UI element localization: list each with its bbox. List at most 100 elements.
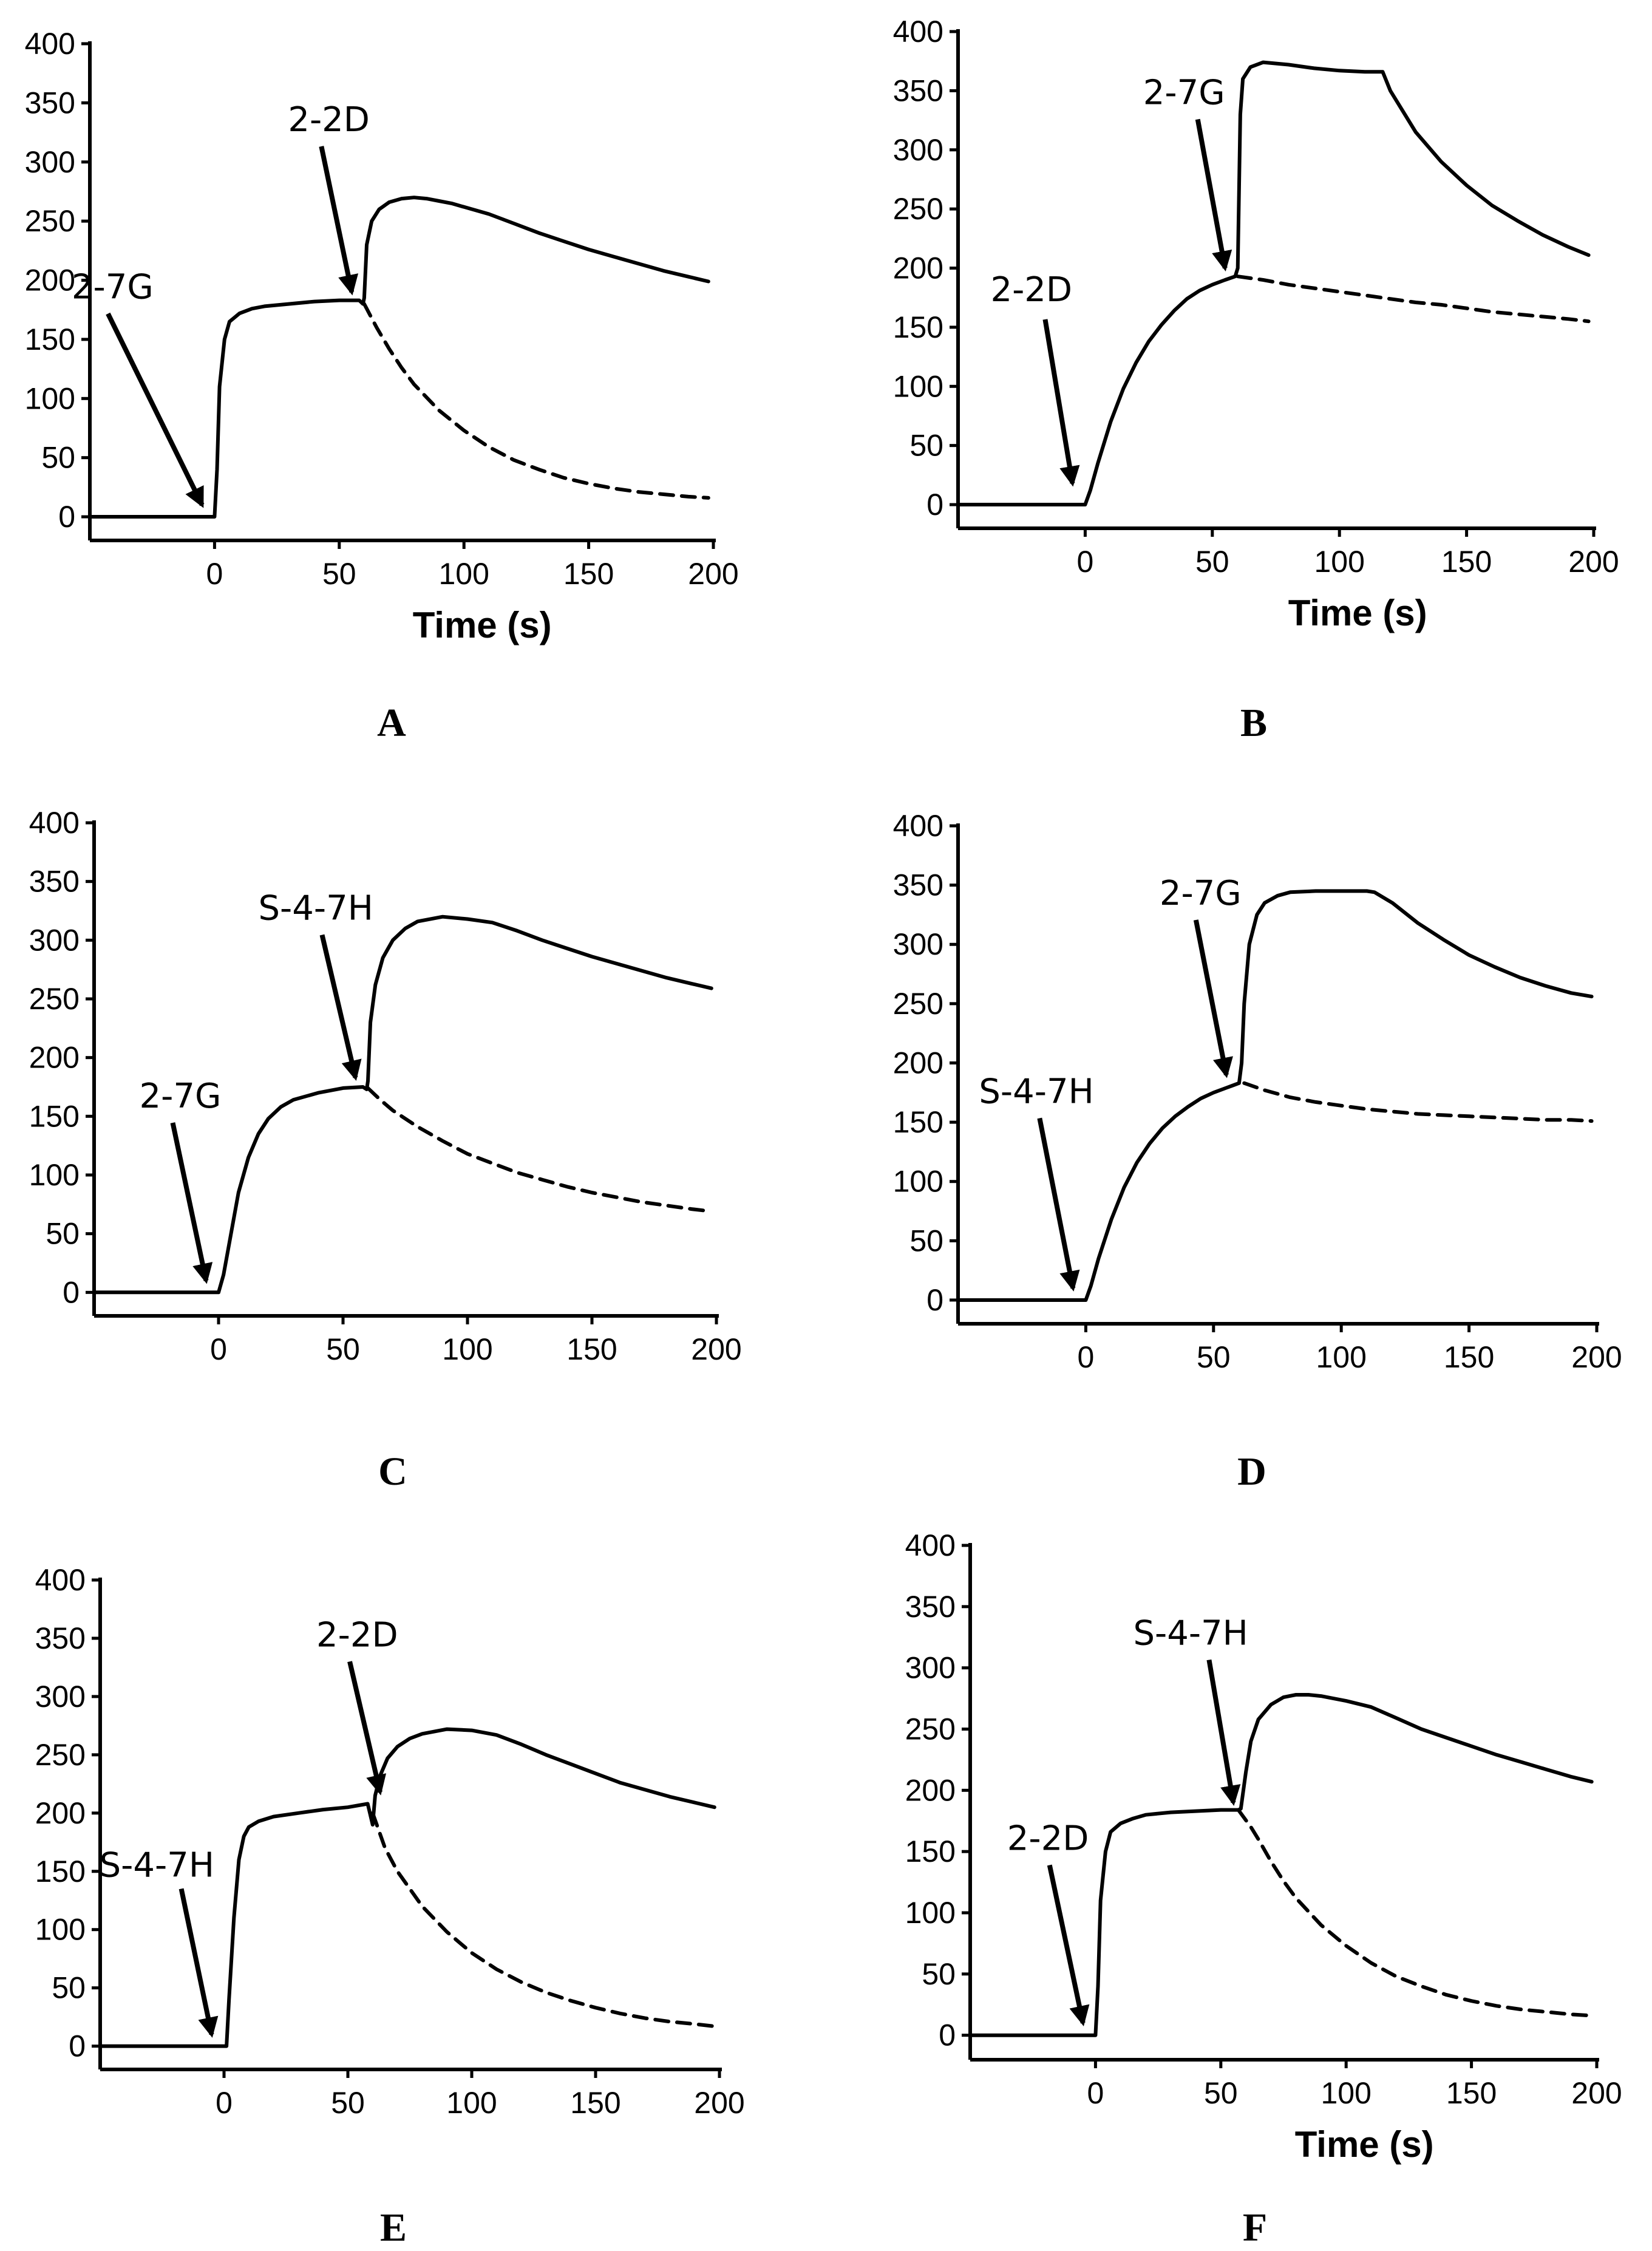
panel-d-x-tick-label: 150: [1444, 1340, 1494, 1374]
panel-f-y-tick-label: 150: [905, 1834, 956, 1868]
panel-e-y-tick-label: 250: [35, 1738, 86, 1772]
panel-a-annotation-arrow: [106, 312, 205, 508]
panel-c-y-tick-label: 100: [29, 1158, 80, 1192]
panel-f-y-tick-label: 250: [905, 1712, 956, 1746]
panel-c-y-tick-label: 0: [63, 1275, 80, 1309]
panel-f-y-tick-label: 400: [905, 1528, 956, 1562]
panel-a-y-tick-label: 350: [25, 86, 75, 120]
panel-e: 0 50 100 150 200 250 300 350 400 0 50 100 150 200 S-4-…: [35, 1563, 745, 2250]
panel-b-annotation-arrow: [1195, 118, 1232, 272]
panel-d-y-tick-label: 300: [893, 927, 943, 961]
panel-c-y-tick-label: 200: [29, 1041, 80, 1075]
panel-a-y-tick-label: 0: [58, 500, 75, 534]
panel-b-y-tick-label: 350: [893, 73, 943, 107]
panel-c-y-tick-label: 400: [29, 806, 80, 840]
panel-b-x-tick-label: 150: [1441, 545, 1492, 579]
panel-e-x-tick-label: 0: [216, 2086, 233, 2120]
panel-d: 0 50 100 150 200 250 300 350 400 0 50 100 150 200 S-4-…: [893, 809, 1622, 1494]
panel-d-y-tick-label: 0: [926, 1283, 943, 1317]
panel-a-x-tick-label: 200: [688, 557, 738, 591]
panel-c-x-tick-label: 50: [326, 1332, 360, 1366]
panel-d-y-tick-label: 50: [909, 1224, 943, 1258]
panel-b-x-tick-label: 200: [1568, 545, 1619, 579]
panel-e-label: E: [380, 2205, 407, 2250]
panel-b-solid-line: [956, 60, 1591, 506]
panel-a-solid-line: [88, 196, 710, 519]
panel-b-y-tick-label: 100: [893, 369, 943, 403]
panel-b-y-tick-label: 250: [893, 192, 943, 226]
panel-c-annotation-arrow: [319, 934, 362, 1081]
panel-f-annotation-label: S-4-7H: [1133, 1614, 1248, 1653]
panel-b-x-axis-title: Time (s): [1288, 593, 1427, 633]
panel-d-y-tick-label: 150: [893, 1105, 943, 1139]
panel-e-y-tick-label: 400: [35, 1563, 86, 1597]
panel-d-label: D: [1237, 1449, 1266, 1494]
panel-c-y-tick-label: 250: [29, 982, 80, 1016]
panel-d-annotation-label: 2-7G: [1160, 874, 1242, 913]
panel-b-y-tick-label: 0: [926, 488, 943, 522]
panel-f-y-tick-label: 300: [905, 1651, 956, 1685]
panel-f-x-tick-label: 150: [1446, 2076, 1497, 2110]
panel-f-x-tick-label: 0: [1087, 2076, 1104, 2110]
panel-f-y-tick-label: 50: [922, 1957, 956, 1991]
panel-a-y-tick-label: 400: [25, 27, 75, 61]
panel-e-x-tick-label: 100: [446, 2086, 497, 2120]
panel-e-x-tick-label: 150: [570, 2086, 620, 2120]
panel-a-x-tick-label: 50: [322, 557, 356, 591]
panel-f-label: F: [1243, 2205, 1267, 2250]
panel-d-annotation-arrow: [1193, 919, 1233, 1078]
panel-d-y-tick-label: 400: [893, 809, 943, 843]
panel-f-y-tick-label: 0: [939, 2018, 956, 2052]
panel-d-y-tick-label: 200: [893, 1046, 943, 1080]
panel-a: 0 50 100 150 200 250 300 350 400 0 50 100 150 200 Time…: [25, 27, 739, 745]
panel-b-y-tick-label: 50: [909, 429, 943, 463]
panel-e-annotation-label: S-4-7H: [100, 1845, 214, 1885]
panel-f-annotation-arrow: [1206, 1659, 1241, 1807]
panel-a-y-tick-label: 150: [25, 322, 75, 356]
panel-a-y-tick-label: 300: [25, 145, 75, 179]
panel-b-y-tick-label: 300: [893, 133, 943, 167]
panel-c-y-tick-label: 300: [29, 923, 80, 957]
panel-f: 0 50 100 150 200 250 300 350 400 0 50 100 150 200 Time…: [905, 1528, 1622, 2250]
panel-c-dashed-line: [366, 1086, 713, 1213]
panel-a-x-tick-label: 150: [563, 557, 614, 591]
panel-f-x-axis-title: Time (s): [1295, 2124, 1434, 2165]
panel-f-x-tick-label: 100: [1321, 2076, 1371, 2110]
panel-b-label: B: [1240, 701, 1267, 745]
panel-c: 0 50 100 150 200 250 300 350 400 0 50 100 150 200 2-7G…: [29, 806, 742, 1494]
panel-b-dashed-line: [1236, 274, 1591, 324]
panel-b-x-tick-label: 50: [1195, 545, 1229, 579]
panel-c-x-tick-label: 100: [442, 1332, 492, 1366]
panel-a-x-axis-title: Time (s): [413, 605, 552, 645]
panel-e-dashed-line: [370, 1811, 716, 2028]
panel-c-x-tick-label: 150: [566, 1332, 617, 1366]
panel-a-y-tick-label: 250: [25, 204, 75, 238]
panel-c-y-tick-label: 150: [29, 1099, 80, 1133]
panel-a-y-tick-label: 200: [25, 264, 75, 298]
panel-a-dashed-line: [362, 302, 710, 500]
panel-e-y-tick-label: 300: [35, 1680, 86, 1714]
panel-f-dashed-line: [1236, 1808, 1594, 2018]
panel-f-y-tick-label: 100: [905, 1896, 956, 1930]
panel-c-annotation-label: 2-7G: [140, 1077, 222, 1116]
panel-d-x-tick-label: 50: [1197, 1340, 1231, 1374]
panel-b-y-tick-label: 200: [893, 251, 943, 285]
panel-d-annotation-arrow: [1037, 1117, 1080, 1292]
panel-b: 0 50 100 150 200 250 300 350 400 0 50 100 150 200 Time…: [893, 15, 1619, 745]
panel-b-x-tick-label: 0: [1076, 545, 1093, 579]
panel-e-x-tick-label: 200: [694, 2086, 744, 2120]
panel-b-x-tick-label: 100: [1314, 545, 1364, 579]
panel-d-x-tick-label: 0: [1077, 1340, 1094, 1374]
panel-d-x-tick-label: 100: [1316, 1340, 1366, 1374]
panel-f-annotation-arrow: [1047, 1864, 1090, 2026]
panel-b-annotation-label: 2-7G: [1143, 73, 1225, 113]
panel-a-annotation-label: 2-2D: [288, 100, 370, 140]
panel-f-x-tick-label: 200: [1571, 2076, 1622, 2110]
panel-e-annotation-arrow: [347, 1661, 387, 1796]
panel-d-y-tick-label: 350: [893, 868, 943, 902]
panel-c-annotation-arrow: [170, 1122, 213, 1284]
panel-d-y-tick-label: 100: [893, 1165, 943, 1199]
panel-e-y-tick-label: 50: [52, 1971, 86, 2005]
panel-b-y-tick-label: 150: [893, 310, 943, 344]
panel-a-x-tick-label: 100: [438, 557, 489, 591]
